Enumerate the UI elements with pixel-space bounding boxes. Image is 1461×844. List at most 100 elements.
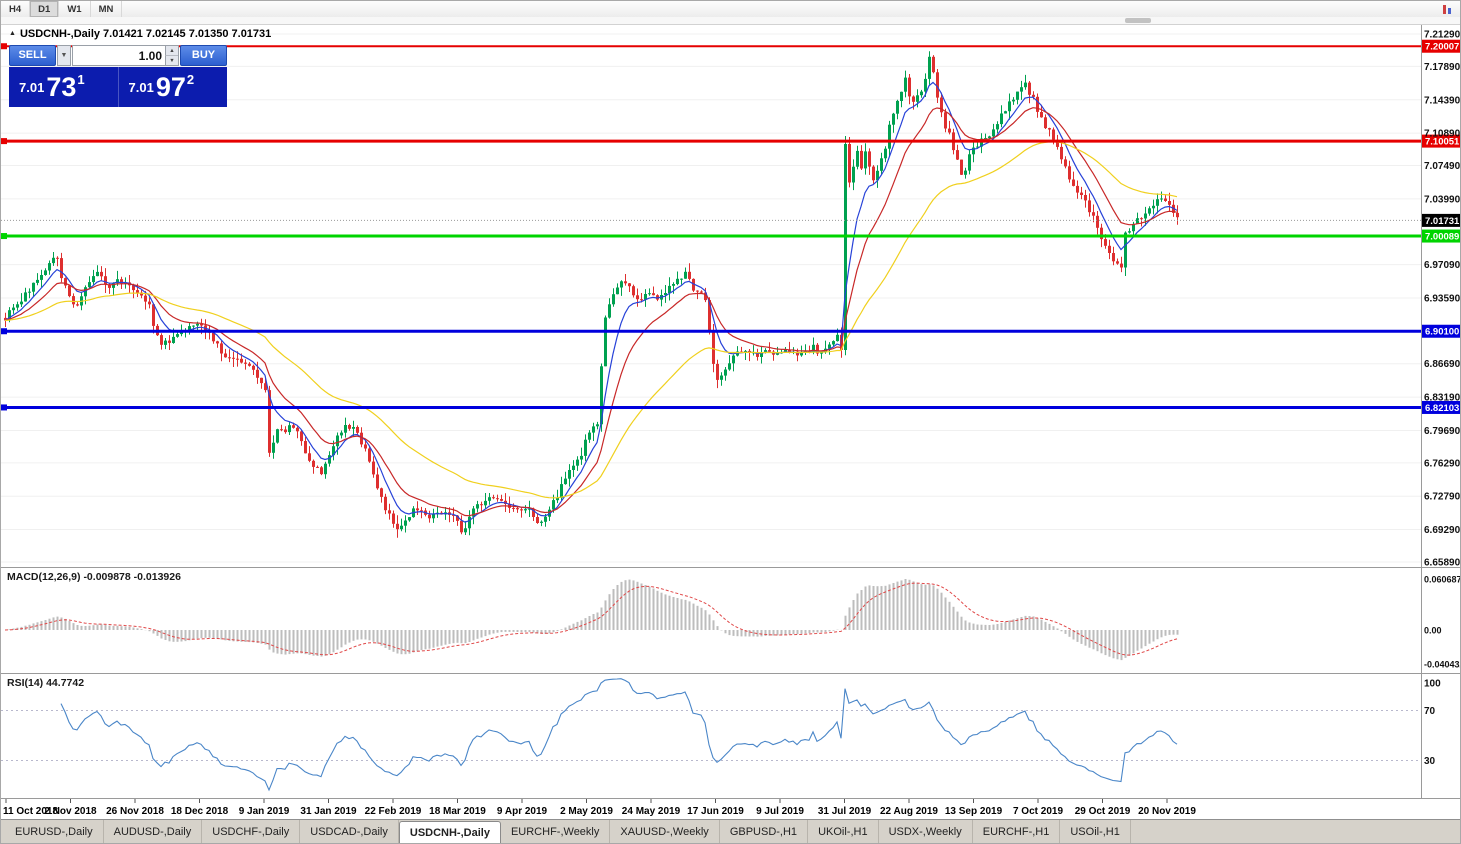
chart-tab-bar: EURUSD-,Daily AUDUSD-,Daily USDCHF-,Daily U… [1,819,1460,843]
svg-text:20 Nov 2019: 20 Nov 2019 [1138,806,1196,817]
volume-spinner: ▲ ▼ [165,46,178,65]
svg-text:31 Jan 2019: 31 Jan 2019 [300,806,357,817]
timeframe-buttons: H4 D1 W1 MN [1,1,123,17]
svg-text:17 Jun 2019: 17 Jun 2019 [687,806,744,817]
svg-text:70: 70 [1424,706,1436,717]
chart-tab-gbpusd-h1[interactable]: GBPUSD-,H1 [720,820,809,843]
chart-horizontal-scrollbar[interactable] [1,17,1460,25]
pane-dividers [1,25,1460,799]
buy-price-main: 97 [155,71,186,102]
svg-text:7.21290: 7.21290 [1424,30,1461,41]
svg-text:9 Jan 2019: 9 Jan 2019 [239,806,290,817]
buy-price-pip: 2 [186,72,195,87]
chart-tab-eurchf-h1[interactable]: EURCHF-,H1 [973,820,1061,843]
buy-button[interactable]: BUY [180,45,227,66]
volume-up-arrow[interactable]: ▲ [165,46,178,55]
sell-price[interactable]: 7.01 73 1 [9,67,118,107]
sell-button[interactable]: SELL [9,45,56,66]
chart-bars-icon[interactable] [1440,3,1454,14]
chart-tab-usdchf-daily[interactable]: USDCHF-,Daily [202,820,301,843]
chart-tab-usdx-weekly[interactable]: USDX-,Weekly [879,820,973,843]
svg-text:26 Nov 2018: 26 Nov 2018 [106,806,164,817]
sell-price-main: 73 [46,71,77,102]
svg-text:6.86690: 6.86690 [1424,359,1461,370]
svg-text:6.72790: 6.72790 [1424,492,1461,503]
svg-text:22 Aug 2019: 22 Aug 2019 [880,806,938,817]
svg-text:6.93590: 6.93590 [1424,293,1461,304]
moving-averages [4,81,1178,523]
chart-area: 7.20007 7.10051 7.00089 6.90100 6.82103 7.017… [1,25,1461,819]
buy-price-prefix: 7.01 [128,79,154,95]
volume-dropdown-button[interactable]: ▼ [57,45,71,66]
svg-text:6.79690: 6.79690 [1424,426,1461,437]
chart-tab-ukoil-h1[interactable]: UKOil-,H1 [808,820,879,843]
svg-text:7.10890: 7.10890 [1424,129,1461,140]
svg-text:6.65890: 6.65890 [1424,557,1461,568]
svg-text:22 Feb 2019: 22 Feb 2019 [365,806,422,817]
chart-tab-eurchf-weekly[interactable]: EURCHF-,Weekly [501,820,611,843]
svg-text:0.00: 0.00 [1424,626,1442,636]
svg-text:100: 100 [1424,679,1441,690]
buy-price[interactable]: 7.01 97 2 [117,67,228,107]
chart-tab-audusd-daily[interactable]: AUDUSD-,Daily [104,820,203,843]
macd-indicator-label: MACD(12,26,9) -0.009878 -0.013926 [7,571,181,583]
svg-text:-0.040432: -0.040432 [1424,659,1461,669]
svg-text:7.10051: 7.10051 [1425,137,1460,148]
blue-bar-glyph [1448,8,1451,14]
chart-tab-usoil-h1[interactable]: USOil-,H1 [1060,820,1131,843]
svg-text:13 Sep 2019: 13 Sep 2019 [945,806,1003,817]
trade-controls-row: SELL ▼ ▲ ▼ BUY [9,45,227,66]
volume-input[interactable] [72,45,179,66]
svg-text:7.14390: 7.14390 [1424,95,1461,106]
candlestick-series [4,51,1179,538]
timeframe-toolbar: H4 D1 W1 MN [1,1,1460,18]
sell-price-prefix: 7.01 [19,79,45,95]
chart-title-text: USDCNH-,Daily 7.01421 7.02145 7.01350 7.… [19,28,272,40]
rsi-pane [1,678,1421,792]
chart-title: ▲ USDCNH-,Daily 7.01421 7.02145 7.01350 7… [9,28,271,40]
svg-text:7 Oct 2019: 7 Oct 2019 [1013,806,1063,817]
scrollbar-thumb[interactable] [1125,18,1151,23]
svg-text:6.82103: 6.82103 [1425,403,1459,414]
timeframe-mn-button[interactable]: MN [91,1,123,17]
svg-text:9 Apr 2019: 9 Apr 2019 [497,806,548,817]
timeframe-h4-button[interactable]: H4 [1,1,31,17]
red-bar-glyph [1443,5,1446,14]
svg-text:18 Dec 2018: 18 Dec 2018 [171,806,229,817]
svg-text:7.01731: 7.01731 [1425,216,1460,227]
svg-text:0.060687: 0.060687 [1424,575,1461,585]
chart-tab-xauusd-weekly[interactable]: XAUUSD-,Weekly [610,820,720,843]
macd-pane [4,579,1179,661]
price-axis[interactable]: 7.21290 7.17890 7.14390 7.10890 7.07490 7.039… [1424,30,1461,768]
svg-text:7.00089: 7.00089 [1425,232,1459,243]
svg-text:6.76290: 6.76290 [1424,458,1461,469]
svg-text:2 May 2019: 2 May 2019 [560,806,613,817]
chart-tab-usdcnh-daily[interactable]: USDCNH-,Daily [398,821,501,843]
svg-text:7.17890: 7.17890 [1424,62,1461,73]
svg-text:7.03990: 7.03990 [1424,194,1461,205]
svg-text:29 Oct 2019: 29 Oct 2019 [1075,806,1131,817]
timeframe-w1-button[interactable]: W1 [59,1,91,17]
caret-down-icon: ▼ [60,52,68,59]
svg-text:9 Jul 2019: 9 Jul 2019 [756,806,804,817]
svg-text:6.90100: 6.90100 [1425,327,1459,338]
one-click-trading-panel: SELL ▼ ▲ ▼ BUY 7.01 73 1 [9,45,227,107]
bid-ask-display: 7.01 73 1 7.01 97 2 [9,67,227,107]
collapse-triangle-icon[interactable]: ▲ [9,30,16,37]
sell-price-pip: 1 [77,72,85,87]
price-chart-canvas[interactable]: 7.200077.100517.000896.901006.821037.017… [1,25,1461,819]
svg-text:6.97090: 6.97090 [1424,260,1461,271]
svg-text:2 Nov 2018: 2 Nov 2018 [44,806,97,817]
rsi-indicator-label: RSI(14) 44.7742 [7,677,85,689]
svg-text:24 May 2019: 24 May 2019 [622,806,681,817]
horizontal-price-lines[interactable]: 7.200077.100517.000896.901006.821037.017… [1,39,1461,414]
volume-down-arrow[interactable]: ▼ [165,55,178,65]
grid-lines [1,33,1421,563]
chart-tab-eurusd-daily[interactable]: EURUSD-,Daily [5,820,104,843]
timeframe-d1-button[interactable]: D1 [30,1,60,17]
volume-field-wrap: ▲ ▼ [72,45,179,66]
chart-tab-usdcad-daily[interactable]: USDCAD-,Daily [300,820,399,843]
svg-text:31 Jul 2019: 31 Jul 2019 [818,806,872,817]
